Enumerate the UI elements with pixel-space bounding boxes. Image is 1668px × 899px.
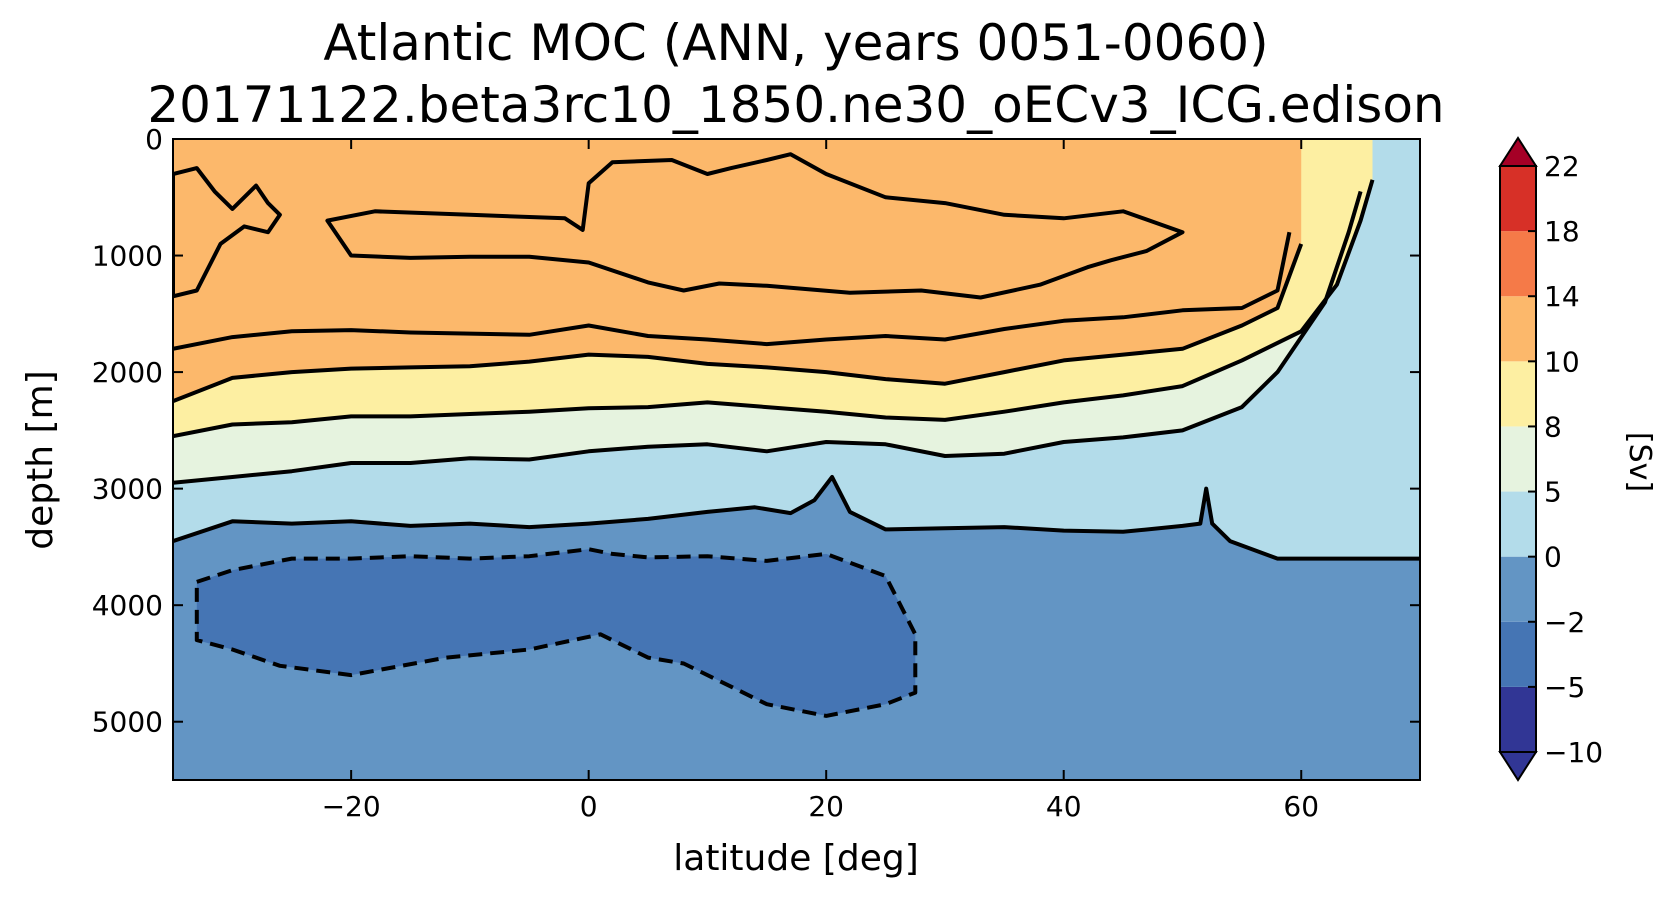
colorbar-segment <box>1500 231 1536 297</box>
colorbar-extend-min <box>1498 751 1538 782</box>
contour-line-0 <box>173 475 1420 561</box>
colorbar-tick-label: 18 <box>1544 215 1580 248</box>
colorbar-tick-label: 0 <box>1544 541 1562 574</box>
chart-title-line2: 20171122.beta3rc10_1850.ne30_oECv3_ICG.e… <box>147 76 1444 134</box>
y-tick-label: 4000 <box>92 589 163 622</box>
colorbar-segment <box>1500 426 1536 492</box>
colorbar-tick-label: 10 <box>1544 345 1580 378</box>
contour-line-upper-cell-core-main <box>325 152 1185 300</box>
colorbar-tick-label: −2 <box>1544 606 1585 639</box>
x-tick-label: 60 <box>1283 790 1319 823</box>
region-band-neg5-neg2 <box>196 549 916 716</box>
chart-title-line1: Atlantic MOC (ANN, years 0051-0060) <box>323 14 1268 72</box>
colorbar-extend-max <box>1498 136 1538 167</box>
contour-line-14 <box>173 231 1292 351</box>
colorbar-tick-label: 8 <box>1544 410 1562 443</box>
contour-line-upper-cell-core-west <box>173 166 282 299</box>
contour-line-10 <box>173 243 1304 404</box>
colorbar-segment <box>1500 621 1536 687</box>
colorbar-segment <box>1500 166 1536 232</box>
colorbar: −10 −5 −2 0 5 8 10 14 18 22 <box>1498 136 1603 782</box>
colorbar-segment <box>1500 296 1536 362</box>
plot-area <box>173 139 1420 780</box>
contour-line--2 <box>194 547 918 718</box>
y-tick-label: 0 <box>145 123 163 156</box>
y-tick-label: 3000 <box>92 473 163 506</box>
upper-cell-core-main <box>327 154 1183 298</box>
upper-cell-core-west <box>173 168 280 297</box>
colorbar-tick-label: 22 <box>1544 150 1580 183</box>
colorbar-label: [Sv] <box>1622 432 1657 492</box>
x-tick-label: −20 <box>322 790 381 823</box>
colorbar-tick-label: 5 <box>1544 476 1562 509</box>
x-tick-label: 20 <box>808 790 844 823</box>
colorbar-segment <box>1500 491 1536 557</box>
colorbar-tick-label: −5 <box>1544 671 1585 704</box>
x-tick-label: 0 <box>580 790 598 823</box>
x-tick-label: 40 <box>1046 790 1082 823</box>
axes-frame <box>172 138 1421 781</box>
colorbar-frame <box>1499 165 1537 753</box>
colorbar-segment <box>1500 686 1536 752</box>
colorbar-tick-label: 14 <box>1544 280 1580 313</box>
y-tick-label: 1000 <box>92 240 163 273</box>
contour-line-8 <box>173 179 1375 439</box>
colorbar-segment <box>1500 361 1536 427</box>
colorbar-tick-label: −10 <box>1544 736 1603 769</box>
y-axis-label: depth [m] <box>20 370 61 549</box>
x-axis-label: latitude [deg] <box>673 838 919 879</box>
contour-line-5 <box>173 190 1363 485</box>
y-tick-label: 5000 <box>92 706 163 739</box>
colorbar-segment <box>1500 556 1536 622</box>
y-tick-label: 2000 <box>92 356 163 389</box>
